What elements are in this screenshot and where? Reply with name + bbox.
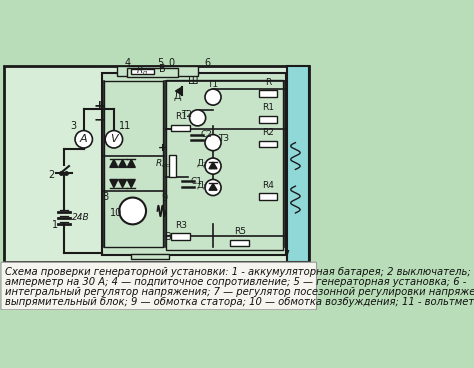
Text: 11: 11 — [118, 121, 131, 131]
Polygon shape — [128, 180, 135, 188]
Bar — [102, 73, 286, 255]
Bar — [4, 66, 309, 262]
Bar — [128, 68, 178, 77]
Bar — [166, 79, 283, 250]
Text: Д₂: Д₂ — [197, 159, 208, 168]
Polygon shape — [118, 159, 127, 167]
Polygon shape — [118, 180, 127, 188]
Polygon shape — [209, 162, 217, 169]
Polygon shape — [175, 87, 182, 95]
Bar — [259, 193, 277, 199]
Text: R3: R3 — [175, 221, 187, 230]
Text: T3: T3 — [218, 134, 229, 143]
Text: 2: 2 — [48, 170, 55, 180]
Polygon shape — [110, 180, 118, 188]
Circle shape — [105, 131, 123, 148]
Text: C2: C2 — [201, 130, 212, 139]
FancyBboxPatch shape — [1, 262, 317, 310]
Circle shape — [205, 89, 221, 105]
Text: +: + — [93, 99, 105, 113]
Text: −: − — [93, 112, 105, 126]
Text: +: + — [158, 144, 167, 153]
Bar — [259, 116, 277, 123]
Bar — [172, 124, 190, 131]
Text: R5: R5 — [234, 227, 246, 236]
Text: R: R — [265, 78, 271, 87]
Text: R1: R1 — [175, 112, 187, 121]
Text: 24B: 24B — [73, 213, 90, 222]
Text: B: B — [159, 64, 166, 74]
Circle shape — [205, 158, 221, 174]
Text: 0: 0 — [168, 58, 174, 68]
Text: 6: 6 — [205, 58, 211, 68]
Text: Д₃: Д₃ — [197, 181, 208, 190]
Text: $R_п$: $R_п$ — [136, 65, 148, 77]
Text: 7: 7 — [283, 250, 289, 260]
Circle shape — [205, 135, 221, 151]
Text: T2: T2 — [182, 110, 192, 118]
Text: 5: 5 — [158, 58, 164, 68]
Text: T1: T1 — [208, 80, 219, 89]
Bar — [172, 233, 190, 240]
Text: интегральный регулятор напряжения; 7 — регулятор посезонной регулировки напряжен: интегральный регулятор напряжения; 7 — р… — [5, 287, 474, 297]
Polygon shape — [110, 159, 118, 167]
Circle shape — [205, 180, 221, 195]
Bar — [104, 81, 163, 247]
Bar — [287, 66, 309, 262]
Text: V: V — [110, 134, 118, 144]
Text: R4: R4 — [262, 181, 274, 190]
Bar — [131, 69, 154, 74]
Bar — [259, 141, 277, 147]
Text: 10: 10 — [110, 208, 122, 218]
Text: Ш: Ш — [188, 76, 198, 86]
Circle shape — [119, 198, 146, 224]
Bar — [259, 91, 277, 97]
Circle shape — [75, 131, 92, 148]
Text: 3: 3 — [70, 121, 76, 131]
Text: Схема проверки генераторной установки: 1 - аккумуляторная батарея; 2 выключатель: Схема проверки генераторной установки: 1… — [5, 267, 474, 277]
Text: C1: C1 — [191, 177, 203, 186]
Bar — [287, 66, 309, 262]
Bar — [230, 240, 249, 247]
Bar — [131, 254, 169, 259]
Text: Д: Д — [173, 91, 181, 101]
Text: выпрямительный блок; 9 — обмотка статора; 10 — обмотка возбуждения; 11 - вольтме: выпрямительный блок; 9 — обмотка статора… — [5, 297, 474, 307]
Text: A: A — [80, 134, 88, 144]
Text: амперметр на 30 А; 4 — подпиточное сопротивление; 5 — генераторная установка; 6 : амперметр на 30 А; 4 — подпиточное сопро… — [5, 277, 466, 287]
Text: 9: 9 — [161, 193, 167, 203]
Text: R1: R1 — [262, 103, 274, 113]
Circle shape — [190, 110, 206, 126]
Text: R2: R2 — [262, 128, 274, 137]
Text: 4: 4 — [124, 58, 130, 68]
Bar — [169, 155, 175, 177]
Text: 1: 1 — [52, 220, 58, 230]
Bar — [117, 66, 198, 76]
Polygon shape — [128, 159, 135, 167]
Text: $R_{oc}$: $R_{oc}$ — [155, 157, 171, 170]
Polygon shape — [209, 184, 217, 190]
Text: 8: 8 — [103, 192, 109, 202]
Text: B: B — [165, 233, 172, 243]
